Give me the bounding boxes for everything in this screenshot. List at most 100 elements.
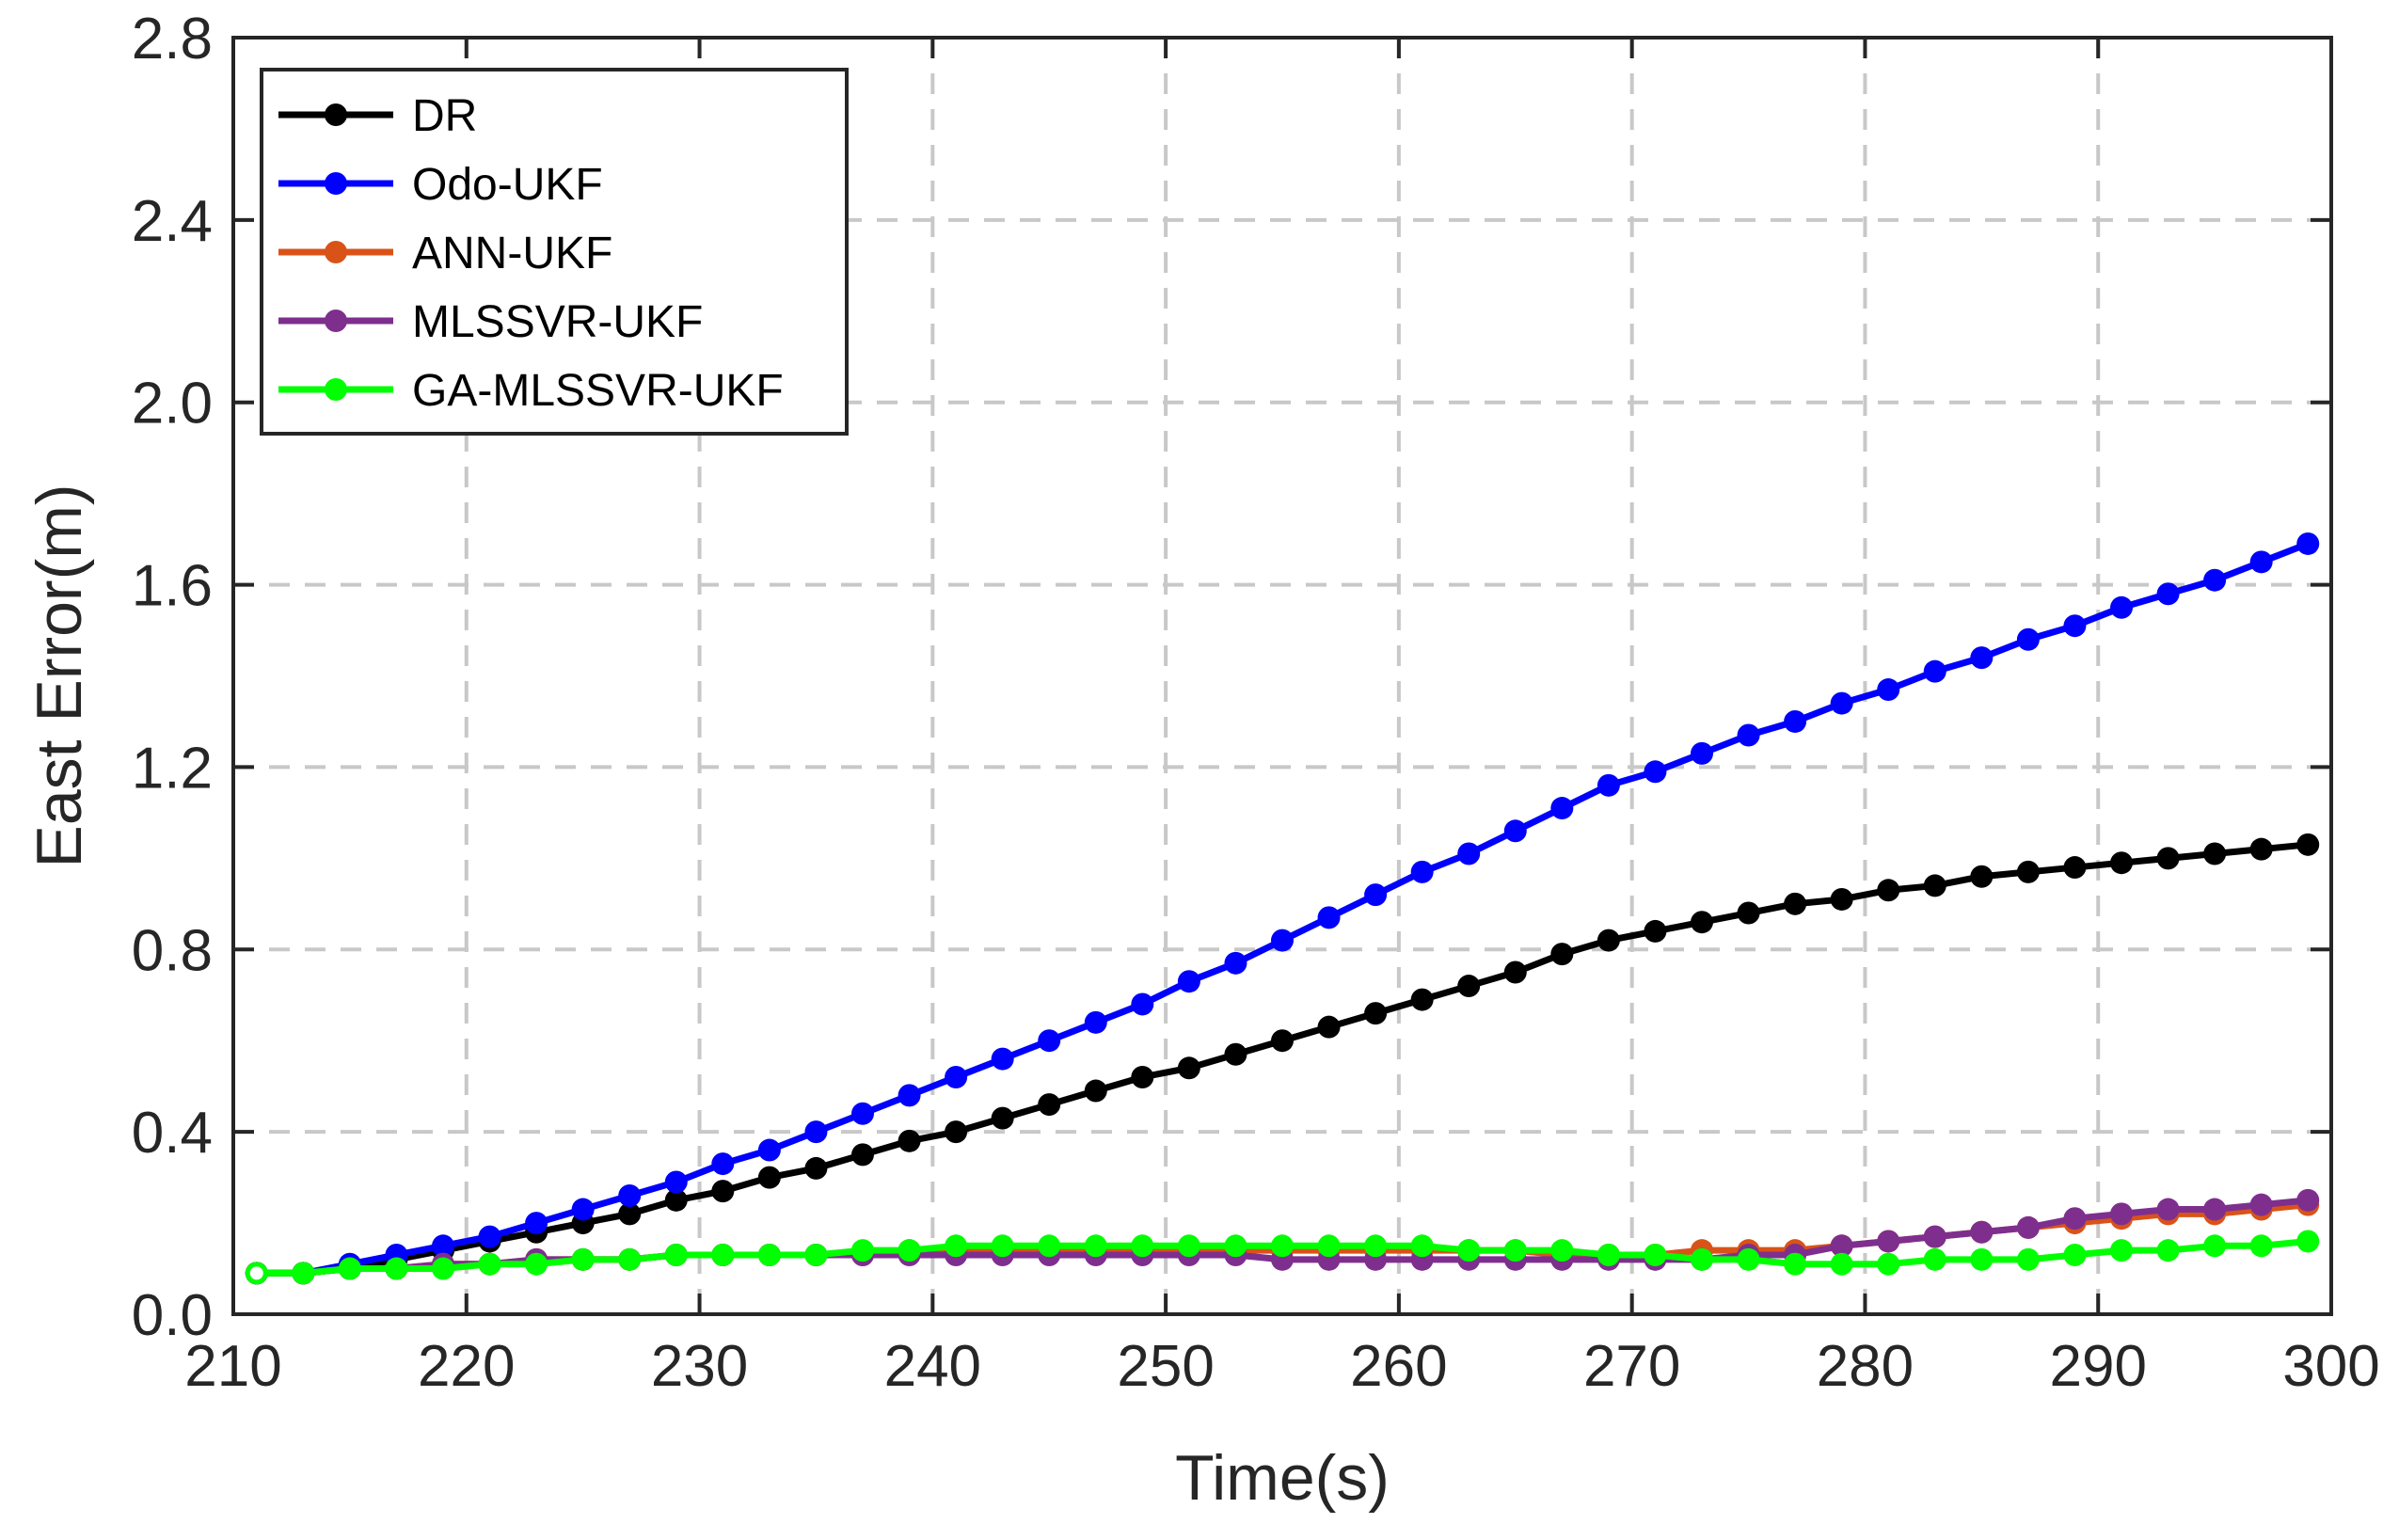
data-point-ga-mlssvr-ukf: [757, 1243, 781, 1266]
data-point-ga-mlssvr-ukf: [2203, 1234, 2227, 1258]
plot-series: [245, 532, 2320, 1285]
data-point-odo-ukf: [804, 1120, 828, 1144]
data-point-odo-ukf: [571, 1198, 595, 1221]
data-point-ga-mlssvr-ukf: [385, 1257, 408, 1280]
data-point-dr: [1177, 1056, 1200, 1080]
data-point-ga-mlssvr-ukf: [991, 1234, 1014, 1258]
plot-area-frame: [231, 36, 2333, 1316]
data-point-ga-mlssvr-ukf: [1364, 1234, 1388, 1258]
data-point-odo-ukf: [711, 1152, 735, 1176]
data-point-mlssvr-ukf: [2110, 1202, 2133, 1226]
y-tick-label: 1.6: [132, 554, 213, 619]
data-point-ga-mlssvr-ukf: [1550, 1239, 1574, 1262]
data-point-ga-mlssvr-ukf: [2156, 1239, 2180, 1262]
data-point-ga-mlssvr-ukf: [478, 1252, 501, 1276]
x-axis-title: Time(s): [1175, 1442, 1390, 1514]
data-point-odo-ukf: [478, 1225, 501, 1248]
data-point-ga-mlssvr-ukf: [1457, 1239, 1481, 1262]
y-tick-label: 1.2: [132, 736, 213, 801]
axis-ticks: 210 220 230 240 250 260 270 280 290 300 0.0 0.4 0.8 1…: [132, 7, 2380, 1399]
data-point-dr: [618, 1202, 642, 1226]
data-point-odo-ukf: [1737, 723, 1760, 747]
y-tick-label: 0.0: [132, 1283, 213, 1348]
data-point-odo-ukf: [1691, 741, 1713, 765]
data-point-dr: [2203, 842, 2227, 865]
x-tick-label: 290: [2049, 1334, 2146, 1399]
data-point-odo-ukf: [664, 1170, 688, 1194]
data-point-dr: [991, 1106, 1014, 1130]
data-point-dr: [1597, 929, 1620, 952]
data-point-dr: [1038, 1093, 1061, 1117]
data-point-mlssvr-ukf: [2063, 1207, 2087, 1230]
data-point-odo-ukf: [1271, 929, 1294, 952]
data-point-ga-mlssvr-ukf: [1317, 1234, 1341, 1258]
data-point-dr: [711, 1180, 735, 1203]
legend-entry-ann-ukf: ANN-UKF: [278, 229, 612, 278]
data-point-ga-mlssvr-ukf: [1877, 1252, 1900, 1276]
data-point-odo-ukf: [1084, 1010, 1107, 1034]
data-point-odo-ukf: [757, 1138, 781, 1162]
legend: DR Odo-UKF ANN-UKF MLSSVR-UKF GA-MLSSVR-UKF: [260, 68, 849, 436]
x-tick-label: 300: [2282, 1334, 2379, 1399]
data-point-mlssvr-ukf: [2203, 1198, 2227, 1221]
data-point-odo-ukf: [945, 1065, 968, 1088]
data-point-dr: [1970, 865, 1994, 888]
y-tick-label: 2.4: [132, 189, 213, 254]
data-point-dr: [1784, 892, 1807, 915]
data-point-ga-mlssvr-ukf: [292, 1262, 315, 1285]
data-point-ga-mlssvr-ukf: [804, 1243, 828, 1266]
data-point-ga-mlssvr-ukf: [1177, 1234, 1200, 1258]
data-point-odo-ukf: [1970, 646, 1994, 670]
data-point-ga-mlssvr-ukf: [1084, 1234, 1107, 1258]
data-point-odo-ukf: [1364, 883, 1388, 907]
data-point-ga-mlssvr-ukf: [2296, 1230, 2320, 1253]
data-point-dr: [1737, 901, 1760, 925]
data-point-dr: [1457, 975, 1481, 998]
data-point-dr: [2249, 837, 2273, 861]
data-point-dr: [804, 1156, 828, 1180]
legend-entry-odo-ukf: Odo-UKF: [278, 160, 603, 210]
data-point-ga-mlssvr-ukf: [945, 1234, 968, 1258]
data-point-ga-mlssvr-ukf: [2016, 1247, 2040, 1271]
data-point-ga-mlssvr-ukf: [851, 1239, 874, 1262]
data-point-odo-ukf: [2156, 582, 2180, 606]
data-point-dr: [1503, 961, 1527, 984]
legend-marker-ann-ukf: [325, 241, 347, 263]
data-point-ga-mlssvr-ukf: [1644, 1243, 1667, 1266]
data-point-dr: [664, 1188, 688, 1212]
data-point-odo-ukf: [1830, 691, 1853, 715]
data-point-dr: [1877, 879, 1900, 902]
x-tick-label: 220: [418, 1334, 515, 1399]
data-point-mlssvr-ukf: [2016, 1215, 2040, 1239]
x-tick-label: 250: [1117, 1334, 1214, 1399]
data-point-odo-ukf: [2063, 614, 2087, 638]
legend-label-mlssvr-ukf: MLSSVR-UKF: [412, 297, 703, 347]
data-point-mlssvr-ukf: [2296, 1188, 2320, 1212]
data-point-ga-mlssvr-ukf: [1410, 1234, 1434, 1258]
data-point-dr: [2296, 833, 2320, 856]
x-tick-label: 230: [651, 1334, 748, 1399]
data-point-odo-ukf: [1317, 906, 1341, 929]
data-point-mlssvr-ukf: [2156, 1198, 2180, 1221]
data-point-ga-mlssvr-ukf: [664, 1243, 688, 1266]
data-point-odo-ukf: [1224, 951, 1247, 975]
data-point-ga-mlssvr-ukf: [898, 1239, 921, 1262]
x-tick-label: 280: [1817, 1334, 1914, 1399]
data-point-odo-ukf: [2296, 532, 2320, 555]
data-point-dr: [1691, 911, 1713, 934]
legend-entry-mlssvr-ukf: MLSSVR-UKF: [278, 297, 703, 347]
legend-marker-ga-mlssvr-ukf: [325, 378, 347, 401]
data-point-dr: [1084, 1079, 1107, 1103]
legend-label-dr: DR: [412, 91, 477, 141]
data-point-mlssvr-ukf: [1877, 1230, 1900, 1253]
data-point-odo-ukf: [1644, 760, 1667, 784]
data-point-dr: [2110, 851, 2133, 875]
data-point-dr: [898, 1129, 921, 1152]
data-point-ga-mlssvr-ukf: [1224, 1234, 1247, 1258]
data-point-odo-ukf: [2110, 595, 2133, 619]
data-point-odo-ukf: [432, 1234, 454, 1258]
x-tick-label: 260: [1350, 1334, 1447, 1399]
data-point-mlssvr-ukf: [1923, 1225, 1946, 1248]
data-point-odo-ukf: [1131, 992, 1154, 1016]
